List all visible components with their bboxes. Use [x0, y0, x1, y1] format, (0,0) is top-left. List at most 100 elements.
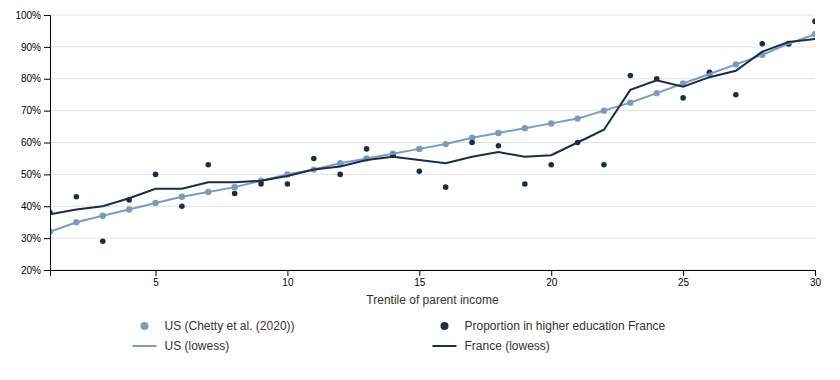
- point: [628, 73, 634, 79]
- x-axis-label: Trentile of parent income: [366, 293, 499, 307]
- y-grid-line: [50, 142, 815, 143]
- y-axis: 20% 30% 40% 50% 60% 70% 80% 90% 100%: [15, 10, 50, 276]
- legend-symbol: [133, 345, 157, 347]
- plot-root: 5 10 15 20 25 30 20% 30% 40% 50% 60% 70% 80% 90% 100% T…: [15, 10, 821, 307]
- y-tick-mark: [44, 270, 50, 271]
- point: [364, 146, 370, 152]
- y-tick-label: 80%: [21, 73, 41, 84]
- y-tick: 20%: [21, 265, 50, 276]
- y-grid-line: [50, 78, 815, 79]
- y-tick-mark: [44, 238, 50, 239]
- y-tick-label: 60%: [21, 137, 41, 148]
- marks: [50, 19, 815, 245]
- y-tick-mark: [44, 143, 50, 144]
- point: [548, 162, 554, 168]
- x-tick-mark: [683, 270, 684, 276]
- point: [285, 181, 291, 187]
- point: [311, 156, 317, 162]
- point: [232, 191, 238, 197]
- point: [153, 172, 159, 178]
- y-grid-line: [50, 110, 815, 111]
- y-tick: 90%: [21, 42, 50, 53]
- legend-item: US (Chetty et al. (2020)): [141, 319, 295, 333]
- y-tick-mark: [44, 111, 50, 112]
- x-tick-label: 5: [153, 277, 159, 288]
- point: [469, 140, 475, 146]
- series-points: [50, 31, 815, 235]
- point: [337, 172, 343, 178]
- x-tick-mark: [156, 270, 157, 276]
- legend-symbol: [433, 345, 457, 347]
- point: [496, 143, 502, 149]
- x-tick: 5: [153, 270, 159, 288]
- y-grid-line: [50, 15, 815, 16]
- x-tick: 10: [282, 270, 294, 288]
- y-tick-mark: [44, 15, 50, 16]
- point: [522, 181, 528, 187]
- point: [759, 41, 765, 47]
- y-grid-line: [50, 174, 815, 175]
- point: [812, 19, 815, 25]
- x-tick: 25: [678, 270, 690, 288]
- y-grid-line: [50, 206, 815, 207]
- x-axis: 5 10 15 20 25 30: [51, 270, 822, 288]
- point: [680, 95, 686, 101]
- x-tick-mark: [287, 270, 288, 276]
- point: [74, 194, 80, 200]
- y-tick: 70%: [21, 105, 50, 116]
- grid: [50, 15, 815, 270]
- x-tick-label: 25: [678, 277, 690, 288]
- x-tick: 20: [546, 270, 558, 288]
- point: [443, 184, 449, 190]
- y-tick-mark: [44, 174, 50, 175]
- y-tick-mark: [44, 79, 50, 80]
- x-tick-mark: [551, 270, 552, 276]
- x-tick-mark: [815, 270, 816, 276]
- legend-label: Proportion in higher education France: [465, 319, 666, 333]
- point: [205, 162, 211, 168]
- x-tick-label: 10: [282, 277, 294, 288]
- series-points: [50, 19, 815, 245]
- x-tick-label: 15: [414, 277, 426, 288]
- y-tick-label: 20%: [21, 265, 41, 276]
- x-axis-line: [51, 271, 816, 277]
- y-grid-line: [50, 238, 815, 239]
- legend-item: US (lowess): [133, 339, 230, 353]
- legend-symbol: [441, 322, 449, 330]
- series-line: [50, 39, 815, 214]
- point: [417, 168, 423, 174]
- legend: US (Chetty et al. (2020)) Proportion in h…: [133, 319, 666, 353]
- x-tick-mark: [419, 270, 420, 276]
- y-tick-mark: [44, 206, 50, 207]
- y-tick: 100%: [15, 10, 50, 21]
- x-tick-label: 20: [546, 277, 558, 288]
- y-tick-label: 40%: [21, 201, 41, 212]
- legend-label: US (lowess): [165, 339, 230, 353]
- legend-label: US (Chetty et al. (2020)): [165, 319, 295, 333]
- point: [179, 203, 185, 209]
- y-tick-label: 100%: [15, 10, 41, 21]
- legend-item: France (lowess): [433, 339, 550, 353]
- y-grid-line: [50, 46, 815, 47]
- point: [733, 92, 739, 98]
- y-tick: 60%: [21, 137, 50, 148]
- point: [601, 162, 607, 168]
- chart: 5 10 15 20 25 30 20% 30% 40% 50% 60% 70% 80% 90% 100% T…: [0, 0, 840, 380]
- y-tick: 80%: [21, 73, 50, 84]
- legend-symbol: [141, 322, 149, 330]
- x-tick: 30: [810, 270, 822, 288]
- y-tick: 50%: [21, 169, 50, 180]
- y-tick-label: 30%: [21, 233, 41, 244]
- y-tick-label: 50%: [21, 169, 41, 180]
- x-tick: 15: [414, 270, 426, 288]
- y-tick-label: 70%: [21, 105, 41, 116]
- point: [100, 239, 106, 245]
- x-tick-label: 30: [810, 277, 822, 288]
- legend-label: France (lowess): [465, 339, 550, 353]
- y-axis-line: [44, 16, 51, 271]
- y-tick-mark: [44, 47, 50, 48]
- legend-item: Proportion in higher education France: [441, 319, 666, 333]
- y-tick: 40%: [21, 201, 50, 212]
- y-tick-label: 90%: [21, 42, 41, 53]
- y-tick: 30%: [21, 233, 50, 244]
